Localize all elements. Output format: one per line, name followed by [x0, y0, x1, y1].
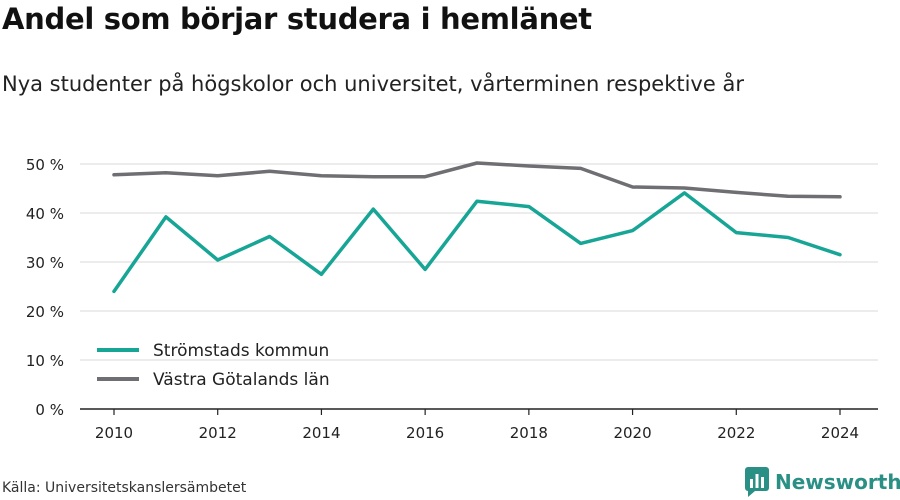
x-tick-label: 2024: [821, 424, 859, 442]
y-tick-label: 30 %: [26, 254, 64, 272]
x-axis: 2010 2012 2014 2016 2018 2020 2022 2024: [80, 408, 878, 442]
series-lines: [112, 161, 842, 294]
y-tick-label: 40 %: [26, 205, 64, 223]
x-tick-label: 2016: [406, 424, 444, 442]
chart-title: Andel som börjar studera i hemlänet: [2, 2, 592, 36]
chart-subtitle: Nya studenter på högskolor och universit…: [2, 72, 744, 96]
source-note: Källa: Universitetskanslersämbetet: [2, 480, 247, 496]
series-line-2: [112, 161, 842, 199]
y-axis-tick-labels: 0 % 10 % 20 % 30 % 40 % 50 %: [26, 156, 64, 419]
y-tick-label: 10 %: [26, 352, 64, 370]
x-tick-label: 2010: [95, 424, 133, 442]
bar-chart-logo-icon: [745, 467, 769, 497]
x-tick-label: 2012: [199, 424, 237, 442]
x-tick-label: 2022: [717, 424, 755, 442]
brand-logo: Newsworthy: [745, 467, 900, 497]
series-line-1: [112, 191, 842, 294]
x-tick-label: 2014: [302, 424, 340, 442]
y-tick-label: 50 %: [26, 156, 64, 174]
legend: Strömstads kommun Västra Götalands län: [97, 341, 330, 390]
x-tick-label: 2020: [613, 424, 651, 442]
y-tick-label: 20 %: [26, 303, 64, 321]
y-tick-label: 0 %: [35, 401, 64, 419]
brand-name: Newsworthy: [775, 470, 900, 494]
legend-label: Västra Götalands län: [153, 370, 330, 390]
legend-label: Strömstads kommun: [153, 341, 329, 361]
x-tick-label: 2018: [510, 424, 548, 442]
